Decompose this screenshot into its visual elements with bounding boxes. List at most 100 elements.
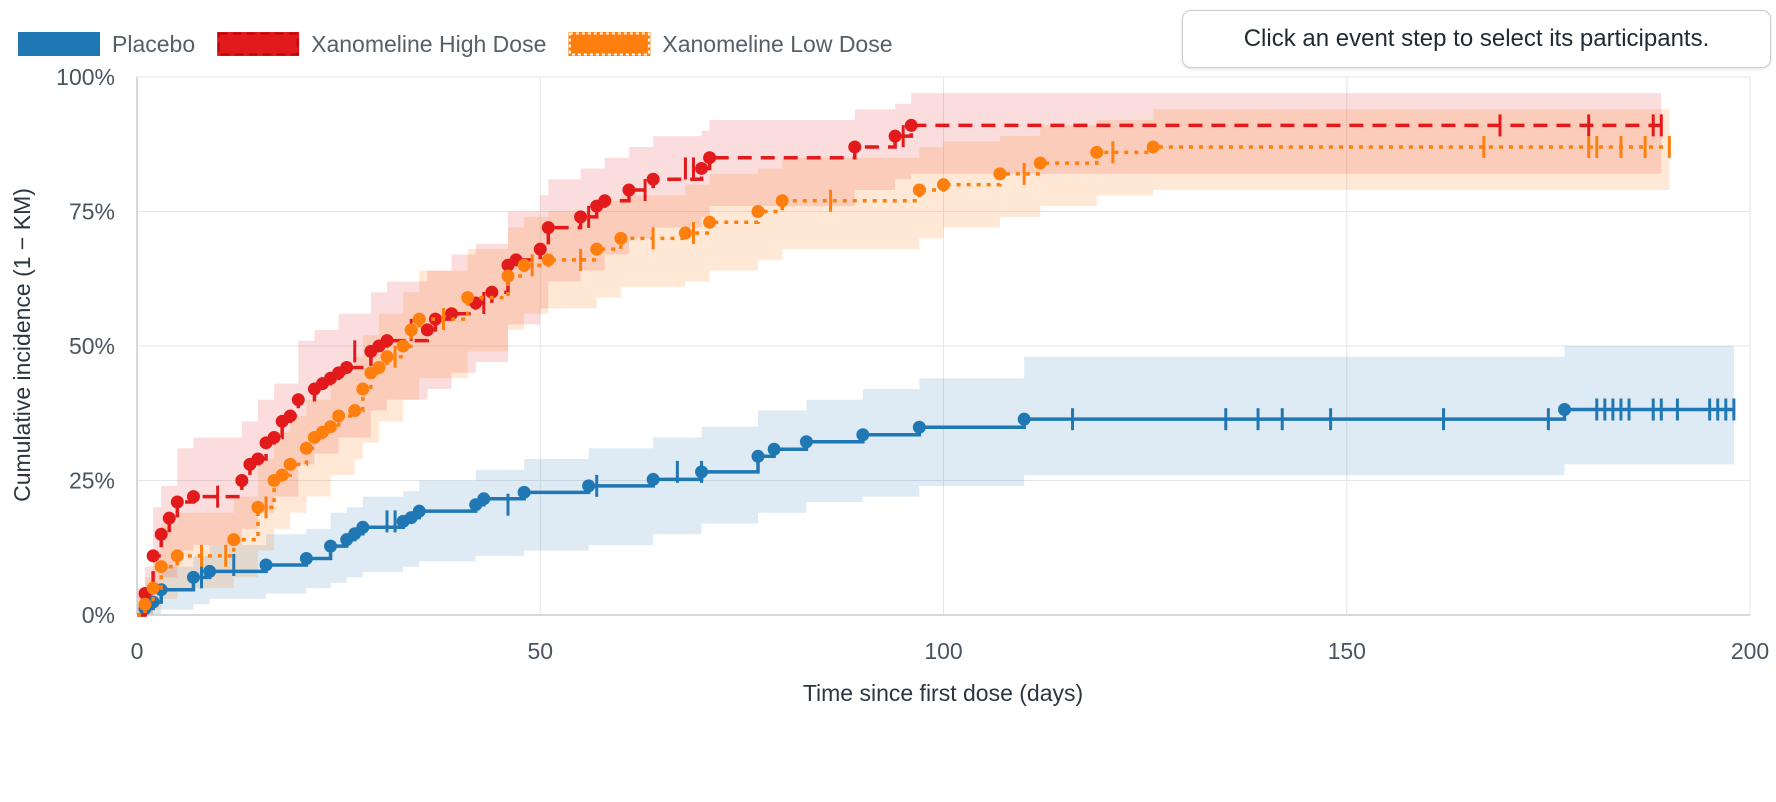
event-marker[interactable] [283, 457, 297, 471]
event-marker[interactable] [251, 500, 265, 514]
series-2[interactable] [137, 135, 1671, 617]
event-marker[interactable] [703, 215, 717, 229]
event-marker[interactable] [477, 492, 491, 506]
event-marker[interactable] [1146, 140, 1160, 154]
event-marker[interactable] [275, 468, 289, 482]
legend-swatch [18, 32, 100, 56]
legend-label: Xanomeline High Dose [311, 31, 546, 57]
event-marker[interactable] [420, 323, 434, 337]
event-marker[interactable] [646, 172, 660, 186]
event-marker[interactable] [912, 420, 926, 434]
x-tick-label: 150 [1328, 638, 1366, 664]
event-marker[interactable] [993, 167, 1007, 181]
event-marker[interactable] [324, 539, 338, 553]
event-marker[interactable] [767, 442, 781, 456]
event-marker[interactable] [340, 361, 354, 375]
event-marker[interactable] [186, 570, 200, 584]
event-marker[interactable] [799, 435, 813, 449]
y-tick-label: 75% [69, 199, 115, 225]
x-tick-label: 200 [1731, 638, 1769, 664]
event-marker[interactable] [138, 597, 152, 611]
event-marker[interactable] [501, 269, 515, 283]
event-marker[interactable] [154, 527, 168, 541]
event-marker[interactable] [299, 552, 313, 566]
event-marker[interactable] [848, 140, 862, 154]
event-marker[interactable] [1017, 412, 1031, 426]
event-marker[interactable] [912, 183, 926, 197]
event-marker[interactable] [533, 242, 547, 256]
event-marker[interactable] [646, 472, 660, 486]
event-marker[interactable] [404, 323, 418, 337]
event-marker[interactable] [695, 161, 709, 175]
event-marker[interactable] [1090, 145, 1104, 159]
event-marker[interactable] [590, 242, 604, 256]
ci-band-1 [137, 93, 1662, 615]
event-marker[interactable] [428, 312, 442, 326]
event-marker[interactable] [380, 350, 394, 364]
event-marker[interactable] [614, 231, 628, 245]
event-marker[interactable] [412, 504, 426, 518]
event-marker[interactable] [445, 307, 459, 321]
event-marker[interactable] [299, 441, 313, 455]
ci-band-2 [137, 109, 1670, 615]
event-marker[interactable] [356, 520, 370, 534]
event-marker[interactable] [227, 533, 241, 547]
event-marker[interactable] [541, 253, 555, 267]
event-marker[interactable] [1558, 402, 1572, 416]
event-marker[interactable] [904, 118, 918, 132]
event-marker[interactable] [186, 490, 200, 504]
event-marker[interactable] [574, 210, 588, 224]
event-marker[interactable] [154, 560, 168, 574]
event-marker[interactable] [856, 428, 870, 442]
tick-labels: 0 50 100 150 200 0% 25% 50% 75% 100% [56, 64, 1769, 664]
step-line[interactable] [137, 145, 1670, 617]
event-marker[interactable] [541, 221, 555, 235]
event-marker[interactable] [170, 549, 184, 563]
survival-curves[interactable] [137, 114, 1736, 617]
event-marker[interactable] [517, 258, 531, 272]
event-marker[interactable] [162, 511, 176, 525]
event-marker[interactable] [678, 226, 692, 240]
event-marker[interactable] [582, 479, 596, 493]
event-marker[interactable] [517, 485, 531, 499]
event-marker[interactable] [461, 291, 475, 305]
event-marker[interactable] [598, 194, 612, 208]
event-marker[interactable] [146, 549, 160, 563]
event-marker[interactable] [267, 430, 281, 444]
event-marker[interactable] [775, 194, 789, 208]
event-marker[interactable] [259, 558, 273, 572]
event-marker[interactable] [412, 312, 426, 326]
event-marker[interactable] [291, 393, 305, 407]
y-tick-label: 100% [56, 64, 115, 90]
event-marker[interactable] [203, 564, 217, 578]
event-marker[interactable] [372, 361, 386, 375]
event-marker[interactable] [622, 183, 636, 197]
confidence-bands [137, 93, 1734, 615]
event-marker[interactable] [1033, 156, 1047, 170]
y-tick-label: 50% [69, 333, 115, 359]
event-marker[interactable] [751, 449, 765, 463]
x-tick-label: 100 [924, 638, 962, 664]
event-marker[interactable] [235, 474, 249, 487]
event-marker[interactable] [695, 465, 709, 479]
event-marker[interactable] [396, 339, 410, 353]
legend-swatch-border [217, 32, 299, 56]
event-marker[interactable] [324, 420, 338, 434]
event-marker[interactable] [703, 151, 717, 165]
x-tick-label: 50 [527, 638, 553, 664]
event-marker[interactable] [332, 409, 346, 423]
axes [136, 77, 1750, 616]
event-marker[interactable] [251, 452, 265, 466]
event-marker[interactable] [485, 285, 499, 299]
event-marker[interactable] [888, 129, 902, 143]
series-0[interactable] [137, 398, 1736, 617]
event-marker[interactable] [356, 382, 370, 396]
event-marker[interactable] [283, 409, 297, 423]
event-marker[interactable] [170, 495, 184, 509]
event-marker[interactable] [348, 404, 362, 418]
event-marker[interactable] [380, 334, 394, 348]
event-marker[interactable] [937, 178, 950, 192]
event-marker[interactable] [751, 205, 765, 218]
event-marker[interactable] [146, 581, 160, 595]
